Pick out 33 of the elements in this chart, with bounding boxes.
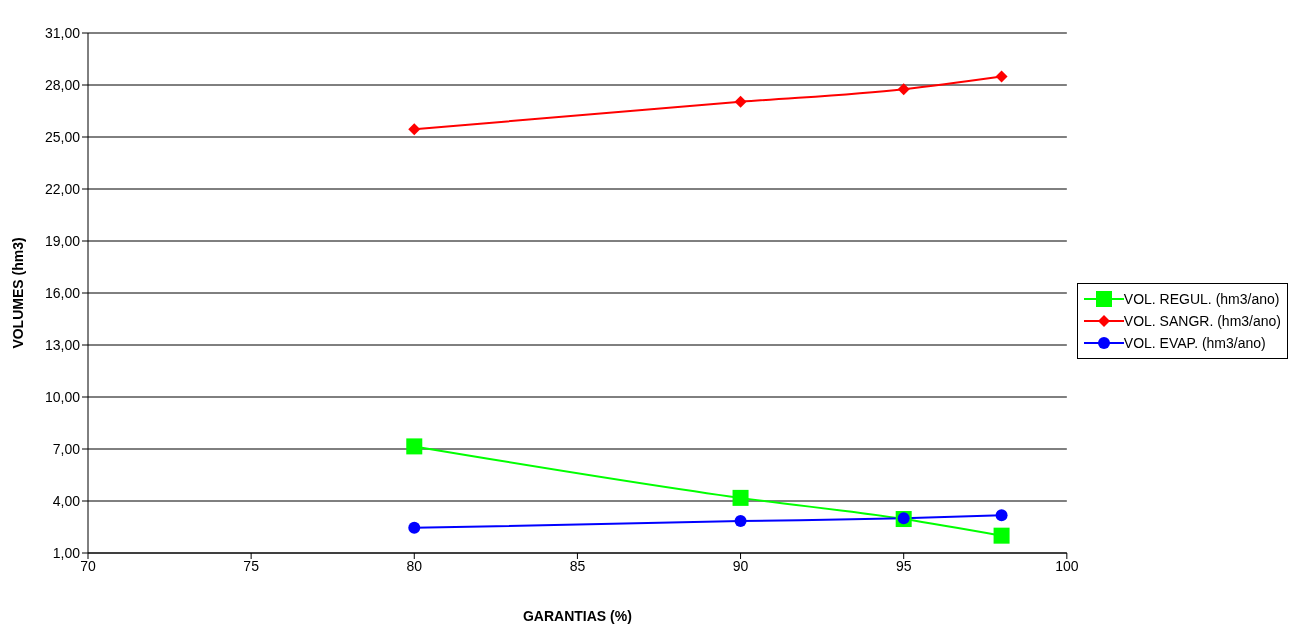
point (732, 489, 749, 506)
y-tick-label: 16,00 (44, 284, 81, 301)
y-tick-label: 13,00 (44, 336, 81, 353)
legend-label: VOL. SANGR. (hm3/ano) (1123, 312, 1281, 329)
point (734, 515, 747, 528)
x-tick-label: 100 (1055, 557, 1079, 574)
y-tick-label: 10,00 (44, 388, 81, 405)
y-tick-label: 25,00 (44, 128, 81, 145)
y-tick-label: 1,00 (52, 544, 81, 561)
y-tick-label: 19,00 (44, 232, 81, 249)
x-tick-label: 95 (895, 557, 912, 574)
y-tick-label: 22,00 (44, 180, 81, 197)
y-tick-label: 28,00 (44, 76, 81, 93)
legend-label: VOL. REGUL. (hm3/ano) (1123, 290, 1280, 307)
x-tick-label: 80 (406, 557, 423, 574)
point (734, 95, 747, 108)
y-tick-label: 4,00 (52, 492, 81, 509)
x-tick-label: 90 (732, 557, 749, 574)
y-tick-label: 31,00 (44, 24, 81, 41)
x-axis-title: GARANTIAS (%) (522, 608, 632, 624)
point (406, 438, 423, 455)
point (897, 83, 910, 96)
y-tick-label: 7,00 (52, 440, 81, 457)
point (408, 123, 421, 136)
x-tick-label: 85 (569, 557, 586, 574)
x-tick-label: 75 (243, 557, 260, 574)
y-axis-title: VOLUMES (hm3) (9, 237, 26, 349)
point (995, 70, 1008, 83)
point (995, 509, 1008, 522)
point (408, 521, 421, 534)
legend-label: VOL. EVAP. (hm3/ano) (1123, 334, 1266, 351)
x-tick-label: 70 (80, 557, 96, 574)
point (993, 527, 1010, 544)
